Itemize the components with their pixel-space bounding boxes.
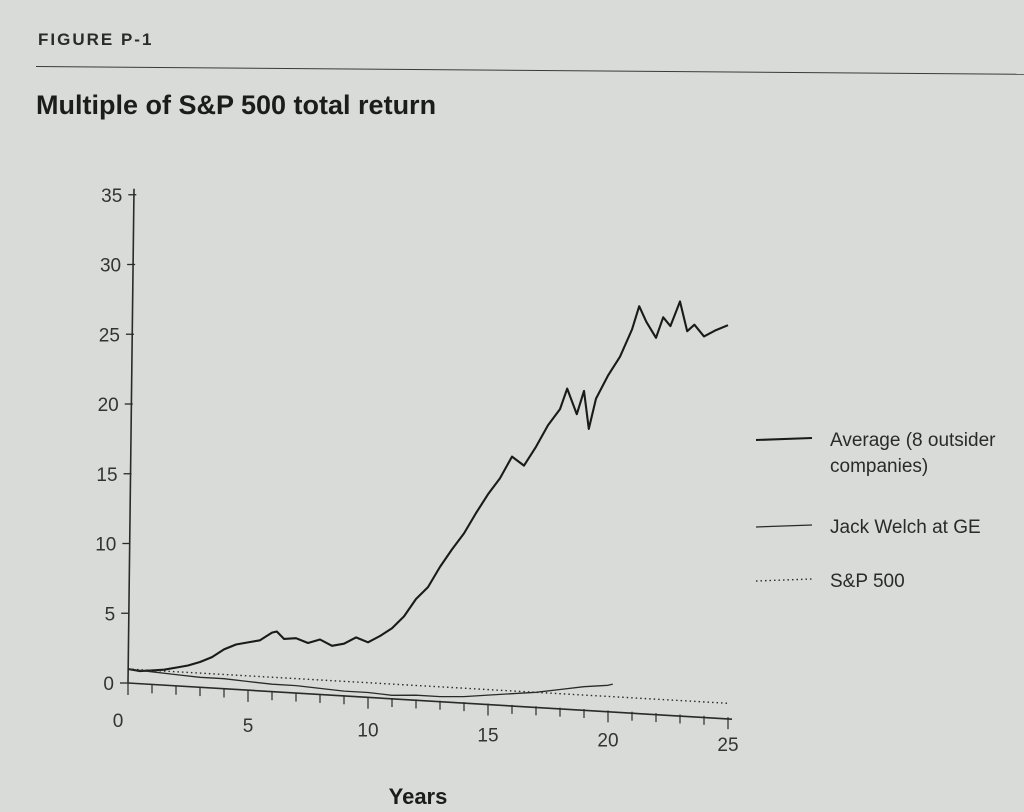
y-tick-label: 20 bbox=[98, 395, 119, 416]
figure-label: FIGURE P-1 bbox=[38, 30, 154, 49]
y-tick-label: 25 bbox=[99, 325, 120, 346]
x-tick-label: 15 bbox=[477, 726, 498, 747]
x-tick-label: 0 bbox=[113, 711, 124, 732]
legend-swatch-1 bbox=[755, 436, 813, 442]
chart-title: Multiple of S&P 500 total return bbox=[36, 90, 437, 120]
x-axis-title: Years bbox=[389, 784, 448, 809]
legend-label: companies) bbox=[830, 456, 928, 477]
x-tick-label: 20 bbox=[597, 730, 618, 751]
series-line-1 bbox=[127, 300, 729, 673]
y-tick-label: 30 bbox=[100, 256, 121, 277]
x-tick-label: 5 bbox=[243, 716, 254, 737]
legend-label: Average (8 outsider bbox=[830, 430, 996, 451]
series-line-2 bbox=[127, 668, 613, 698]
x-tick-label: 10 bbox=[357, 721, 378, 742]
y-tick-label: 5 bbox=[105, 604, 116, 625]
x-axis-line bbox=[127, 682, 733, 720]
x-tick-label: 25 bbox=[717, 735, 738, 756]
series-line-3 bbox=[127, 668, 729, 704]
legend-label: S&P 500 bbox=[830, 571, 905, 592]
legend-swatch-3 bbox=[755, 578, 813, 582]
y-tick-label: 10 bbox=[95, 535, 116, 556]
y-tick-label: 15 bbox=[96, 465, 117, 486]
legend-label: Jack Welch at GE bbox=[830, 517, 981, 538]
y-tick-label: 35 bbox=[101, 186, 122, 207]
y-tick-label: 0 bbox=[103, 674, 114, 695]
y-axis-line bbox=[127, 188, 135, 684]
legend-swatch-2 bbox=[755, 524, 813, 528]
